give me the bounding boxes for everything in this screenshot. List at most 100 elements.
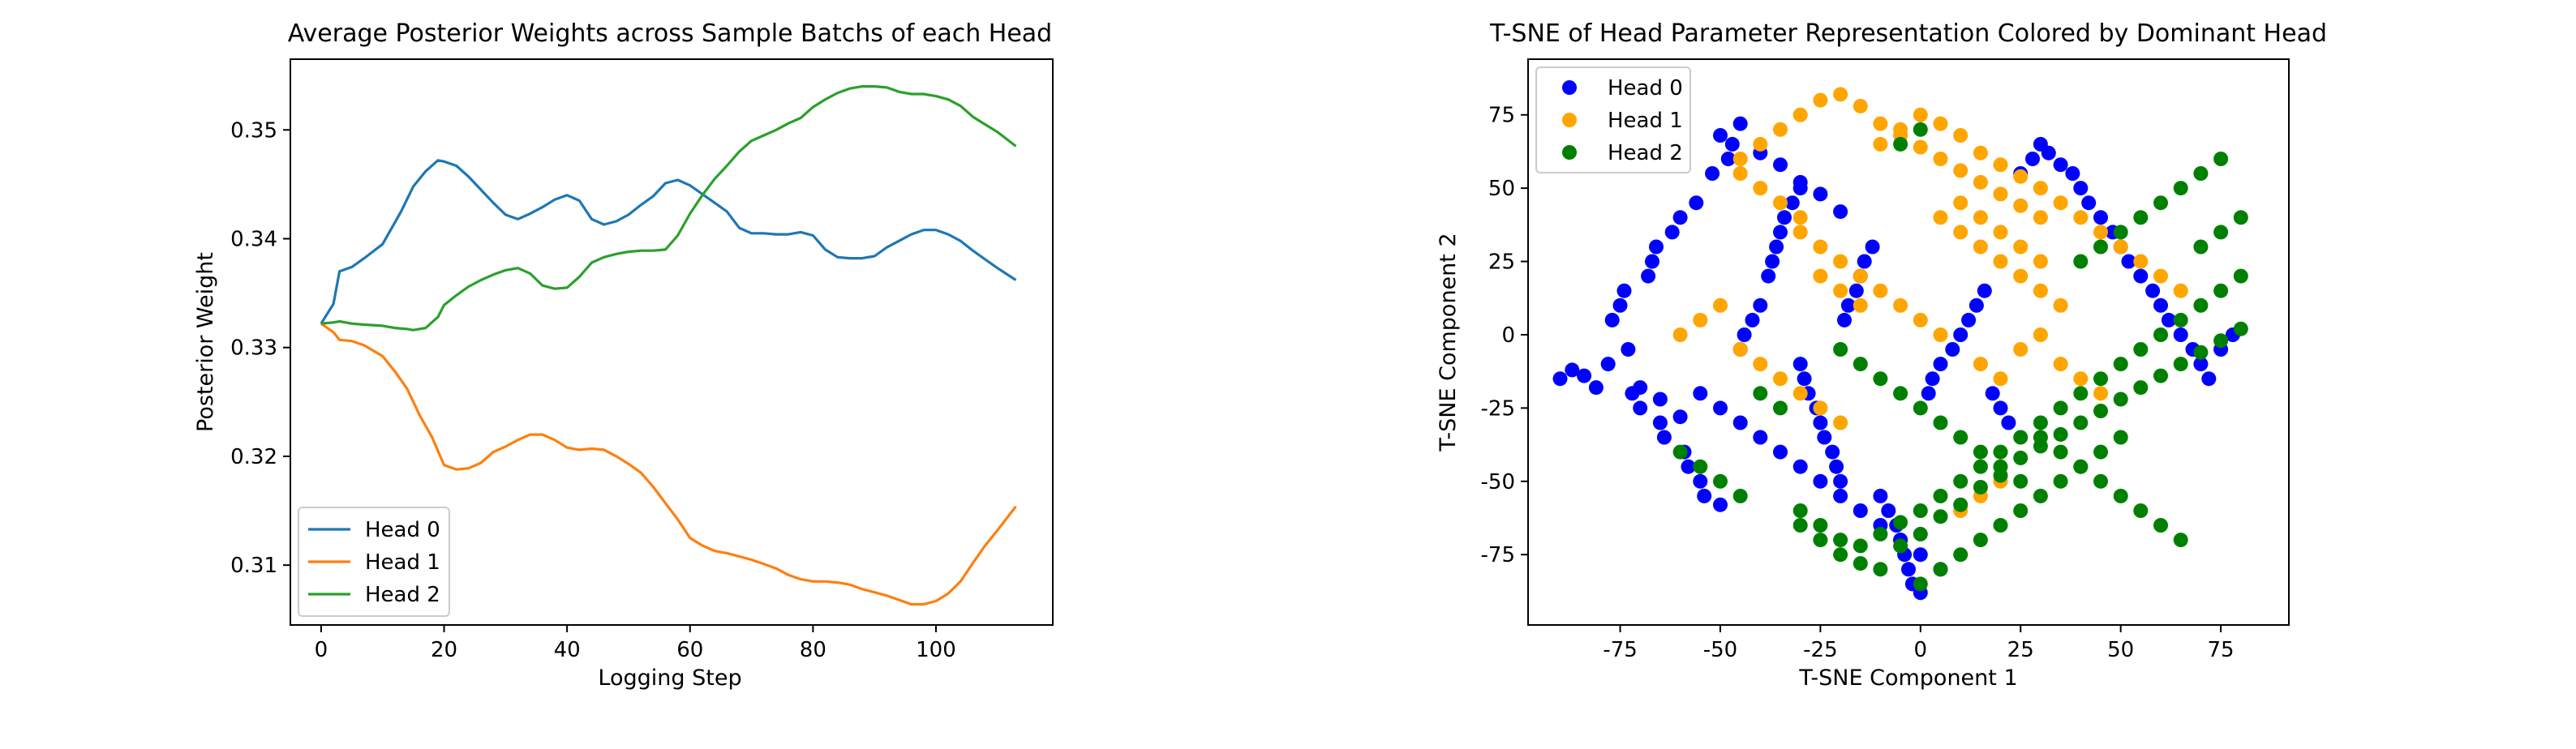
scatter-point: [1857, 254, 1872, 269]
scatter-point: [1893, 515, 1908, 530]
scatter-point: [2001, 415, 2016, 430]
scatter-point: [1612, 297, 1628, 313]
scatter-point: [2153, 297, 2168, 313]
scatter-point: [1777, 210, 1792, 225]
scatter-point: [2161, 312, 2176, 327]
scatter-point: [2053, 297, 2068, 313]
legend-label: Head 0: [1608, 76, 1683, 101]
scatter-point: [2033, 254, 2048, 269]
legend-box: [298, 507, 450, 617]
scatter-point: [1689, 195, 1704, 211]
scatter-point: [1853, 556, 1868, 571]
x-axis-ticks: 0 20 40 60 80 100: [315, 625, 956, 662]
scatter-point: [2073, 181, 2089, 196]
scatter-point: [1600, 357, 1616, 372]
y-axis-label: T-SNE Component 2: [1436, 233, 1461, 452]
x-tick-label: -50: [1703, 638, 1737, 662]
scatter-point: [2073, 210, 2089, 225]
scatter-point: [1652, 415, 1668, 430]
scatter-point: [1833, 473, 1848, 489]
scatter-point: [2201, 371, 2217, 387]
scatter-point: [2013, 198, 2029, 213]
y-tick-label: -25: [1481, 396, 1515, 421]
scatter-point: [1913, 139, 1928, 155]
scatter-point: [1813, 473, 1828, 489]
scatter-point: [1973, 480, 1988, 494]
scatter-point: [1973, 239, 1988, 255]
scatter-point: [1893, 136, 1908, 152]
x-tick-label: -75: [1603, 638, 1637, 662]
scatter-point: [1953, 473, 1968, 489]
scatter-point: [1761, 268, 1776, 284]
scatter-point: [1753, 136, 1768, 152]
x-tick-label: -25: [1803, 638, 1837, 662]
scatter-point: [1621, 342, 1636, 357]
y-tick-label: 0.35: [230, 118, 277, 143]
legend-label: Head 1: [1608, 109, 1683, 133]
scatter-point: [2073, 371, 2089, 387]
scatter-point: [1693, 459, 1708, 474]
scatter-point: [1693, 386, 1708, 401]
scatter-point: [1933, 488, 1948, 503]
scatter-point: [2013, 450, 2029, 465]
x-tick-label: 60: [676, 638, 703, 662]
scatter-point: [1720, 152, 1736, 166]
scatter-point: [2013, 239, 2029, 255]
posterior-weights-chart: Average Posterior Weights across Sample …: [193, 19, 1054, 691]
scatter-point: [1784, 195, 1800, 211]
x-tick-label: 40: [554, 638, 581, 662]
scatter-point: [1773, 157, 1788, 173]
scatter-point: [1633, 400, 1648, 416]
plot-frame: [290, 58, 1054, 626]
scatter-point: [2093, 225, 2108, 240]
scatter-point: [1953, 128, 1968, 143]
scatter-point: [1953, 497, 1968, 512]
scatter-point: [2081, 195, 2097, 211]
scatter-point: [1672, 210, 1688, 225]
scatter-point: [1713, 497, 1728, 512]
scatter-point: [1773, 400, 1788, 416]
series-line: [320, 84, 1017, 332]
y-axis-ticks: -75 -50 -25 0 25 50 75: [1481, 104, 1528, 567]
scatter-point: [1577, 368, 1592, 383]
scatter-point: [1813, 400, 1828, 416]
scatter-point: [1724, 136, 1740, 152]
scatter-point: [1833, 87, 1848, 102]
scatter-point: [1681, 459, 1696, 474]
scatter-point: [1873, 371, 1888, 387]
scatter-point: [1773, 122, 1788, 137]
scatter-point: [1672, 327, 1688, 342]
scatter-point: [1616, 283, 1632, 298]
scatter-point: [1813, 239, 1828, 255]
scatter-point: [2133, 254, 2149, 269]
scatter-point: [1765, 254, 1780, 269]
scatter-point: [1792, 107, 1808, 122]
scatter-point: [1693, 312, 1708, 327]
x-tick-label: 80: [800, 638, 826, 662]
plot-frame: [1527, 58, 2290, 626]
scatter-point: [2013, 473, 2029, 489]
scatter-point: [2033, 210, 2048, 225]
scatter-point: [2173, 283, 2188, 298]
scatter-point: [2113, 430, 2128, 445]
chart-title: Average Posterior Weights across Sample …: [288, 19, 1052, 48]
scatter-point: [1713, 473, 1728, 489]
scatter-point: [1737, 327, 1752, 342]
scatter-point: [2013, 503, 2029, 518]
scatter-point: [1953, 195, 1968, 211]
scatter-point: [1848, 283, 1864, 298]
scatter-point: [2093, 404, 2108, 418]
scatter-point: [1993, 444, 2008, 460]
scatter-point: [1945, 342, 1960, 357]
y-tick-label: 0.32: [230, 445, 277, 469]
scatter-point: [1973, 444, 1988, 460]
scatter-point: [1901, 562, 1916, 577]
scatter-point: [2033, 415, 2048, 430]
scatter-point: [1652, 392, 1668, 407]
scatter-point: [1993, 518, 2008, 533]
scatter-point: [1853, 268, 1868, 284]
scatter-point: [1953, 327, 1968, 342]
scatter-point: [1961, 312, 1977, 327]
scatter-point: [2113, 392, 2128, 407]
scatter-point: [1977, 283, 1992, 298]
